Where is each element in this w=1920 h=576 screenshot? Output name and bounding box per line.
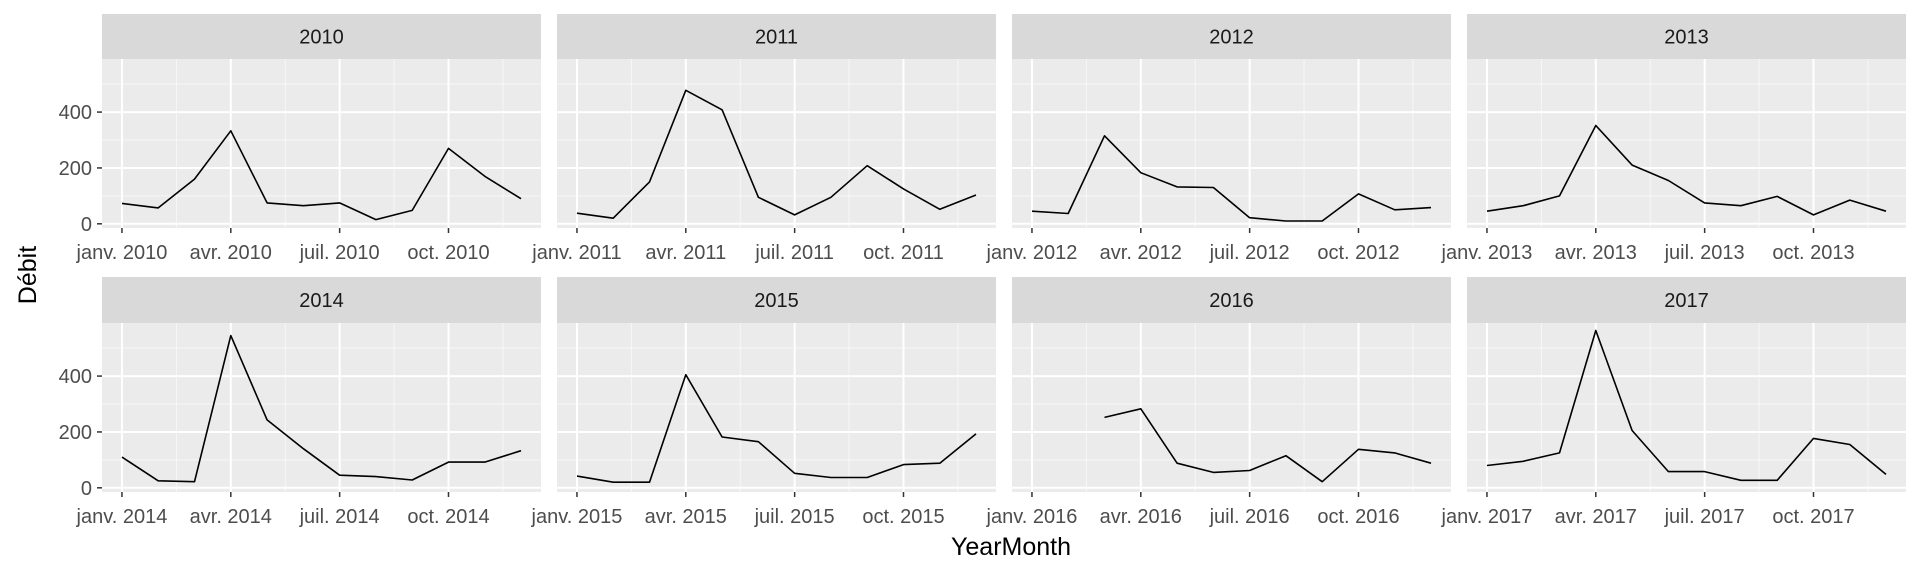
facet-strip-label: 2016 [1209, 290, 1254, 312]
series-line-2012 [1031, 135, 1432, 222]
panel-background [102, 59, 541, 228]
y-tick-label: 200 [59, 422, 92, 444]
series-line-2013 [1486, 124, 1887, 216]
x-tick-label: oct. 2014 [407, 506, 489, 528]
facet-strip-label: 2011 [755, 27, 798, 49]
x-tick-label: janv. 2013 [1441, 242, 1533, 264]
facet-strip-label: 2017 [1664, 290, 1709, 312]
x-tick-label: juil. 2014 [299, 506, 380, 528]
x-tick-label: oct. 2016 [1317, 506, 1399, 528]
x-tick-label: juil. 2010 [299, 242, 380, 264]
x-tick-label: janv. 2010 [76, 242, 168, 264]
x-tick-label: avr. 2015 [645, 506, 727, 528]
series-line-2017 [1486, 329, 1887, 482]
series-line-2014 [121, 334, 522, 483]
facet-panel-2015: 2015 janv. 2015 avr. 2015 juil. 2015 oct. 20… [531, 277, 996, 528]
x-tick-label: juil. 2013 [1664, 242, 1745, 264]
x-tick-label: avr. 2011 [645, 242, 726, 264]
y-tick-label: 400 [59, 102, 92, 124]
x-axis-title: YearMonth [951, 533, 1071, 561]
series-line-2016 [1104, 408, 1432, 483]
facet-panel-2010: 2010 0 200 400 janv. 2010 avr. 2010 juil. 2010… [59, 14, 541, 264]
x-tick-label: janv. 2015 [531, 506, 623, 528]
x-tick-label: janv. 2014 [76, 506, 168, 528]
x-tick-label: oct. 2015 [862, 506, 944, 528]
facet-strip [557, 277, 996, 323]
y-tick-label: 0 [81, 214, 92, 236]
y-tick-label: 0 [81, 478, 92, 500]
x-tick-label: avr. 2013 [1555, 242, 1637, 264]
panel-background [1467, 59, 1906, 228]
y-axis-title: Débit [14, 246, 42, 304]
x-tick-label: avr. 2014 [190, 506, 272, 528]
panel-background [102, 323, 541, 492]
x-tick-label: avr. 2016 [1100, 506, 1182, 528]
x-tick-label: janv. 2012 [986, 242, 1078, 264]
panel-background [1467, 323, 1906, 492]
x-tick-label: oct. 2017 [1772, 506, 1854, 528]
series-line-2011 [576, 89, 977, 219]
facet-strip [1012, 14, 1451, 59]
facet-panel-2011: 2011 janv. 2011 avr. 2011 juil. 2011 oct. 20… [531, 14, 996, 264]
panel-background [1012, 323, 1451, 492]
facet-strip-label: 2012 [1209, 27, 1254, 49]
facet-strip-label: 2015 [754, 290, 799, 312]
facet-strip [102, 277, 541, 323]
x-tick-label: avr. 2017 [1555, 506, 1637, 528]
panel-background [1012, 59, 1451, 228]
x-tick-label: juil. 2017 [1664, 506, 1745, 528]
facet-panel-2012: 2012 janv. 2012 avr. 2012 juil. 2012 oct. 20… [986, 14, 1451, 264]
x-tick-label: janv. 2017 [1441, 506, 1533, 528]
facet-panel-2017: 2017 janv. 2017 avr. 2017 juil. 2017 oct. 20… [1441, 277, 1906, 528]
x-tick-label: oct. 2013 [1772, 242, 1854, 264]
facet-strip-label: 2014 [299, 290, 344, 312]
x-tick-label: juil. 2012 [1209, 242, 1290, 264]
y-tick-label: 400 [59, 366, 92, 388]
y-tick-label: 200 [59, 158, 92, 180]
x-tick-label: oct. 2010 [407, 242, 489, 264]
x-tick-label: janv. 2011 [531, 242, 621, 264]
x-tick-label: janv. 2016 [986, 506, 1078, 528]
x-tick-label: oct. 2012 [1317, 242, 1399, 264]
x-tick-label: juil. 2016 [1209, 506, 1290, 528]
series-line-2015 [576, 373, 977, 483]
series-line-2010 [121, 130, 522, 221]
facet-panel-2016: 2016 janv. 2016 avr. 2016 juil. 2016 oct. 20… [986, 277, 1451, 528]
facet-strip [1467, 277, 1906, 323]
x-tick-label: juil. 2011 [754, 242, 834, 264]
facet-strip-label: 2010 [299, 27, 344, 49]
facet-panel-2013: 2013 janv. 2013 avr. 2013 juil. 2013 oct. 20… [1441, 14, 1906, 264]
facet-strip-label: 2013 [1664, 27, 1709, 49]
x-tick-label: juil. 2015 [754, 506, 835, 528]
facet-strip [102, 14, 541, 59]
x-tick-label: avr. 2010 [190, 242, 272, 264]
facet-strip [557, 14, 996, 59]
facet-strip [1467, 14, 1906, 59]
x-tick-label: avr. 2012 [1100, 242, 1182, 264]
facet-strip [1012, 277, 1451, 323]
x-tick-label: oct. 2011 [863, 242, 944, 264]
facet-panel-2014: 2014 0 200 400 janv. 2014 avr. 2014 juil. 2014… [59, 277, 541, 528]
